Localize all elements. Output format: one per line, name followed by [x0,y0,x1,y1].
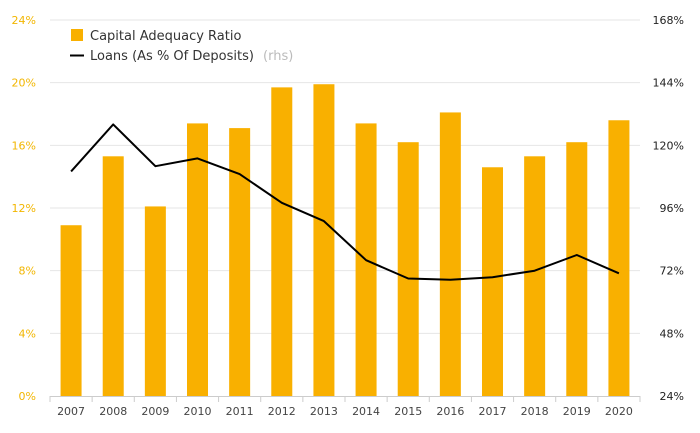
x-tick-label: 2007 [57,405,85,418]
legend-bar-label: Capital Adequacy Ratio [90,29,241,44]
bar-2017 [482,167,503,396]
legend-line-note: (rhs) [263,49,293,64]
y-left-tick-label: 12% [12,202,36,215]
line-layer [70,123,620,281]
y-left-tick-label: 8% [19,265,36,278]
legend-line-label: Loans (As % Of Deposits) [90,49,254,64]
x-tick-label: 2014 [352,405,380,418]
bar-2013 [313,84,335,396]
bar-2020 [608,120,630,397]
y-left-tick-label: 16% [12,139,36,152]
y-right-tick-label: 72% [660,265,684,278]
x-tick-label: 2013 [310,405,338,418]
bar-2011 [229,128,251,396]
y-right-tick-label: 24% [660,390,684,403]
x-tick-label: 2010 [184,405,212,418]
bar-2012 [271,87,293,396]
bar-2007 [60,225,82,396]
bar-2015 [397,142,419,396]
bar-2010 [187,123,208,397]
x-tick-label: 2018 [521,405,549,418]
y-left-tick-label: 24% [12,14,36,27]
legend-line-text: Loans (As % Of Deposits) (rhs) [90,45,293,64]
x-tick-label: 2016 [436,405,464,418]
x-tick-label: 2011 [226,405,254,418]
y-right-tick-label: 144% [653,77,684,90]
legend-bar-swatch [71,29,83,41]
bar-2009 [144,206,166,396]
x-tick-label: 2015 [394,405,422,418]
y-right-tick-label: 120% [653,139,684,152]
grid-layer [50,19,640,334]
y-right-tick-label: 168% [653,14,684,27]
y-left-tick-label: 20% [12,77,36,90]
axis-layer: 0% 4% 8% 12% 16% 20% 24% 24% 48% 72% 96% 120% 144% 16… [12,14,684,418]
x-tick-label: 2009 [141,405,169,418]
y-left-tick-label: 4% [19,327,36,340]
y-left-tick-label: 0% [19,390,36,403]
bar-layer [60,84,630,397]
y-right-tick-label: 48% [660,327,684,340]
y-right-tick-label: 96% [660,202,684,215]
x-tick-label: 2012 [268,405,296,418]
x-tick-label: 2008 [99,405,127,418]
x-tick-label: 2020 [605,405,633,418]
x-tick-label: 2019 [563,405,591,418]
loans-line [70,123,620,281]
bar-2018 [524,156,546,396]
bar-2019 [566,142,588,396]
bar-2016 [439,112,461,396]
legend: Capital Adequacy Ratio Loans (As % Of De… [70,29,293,64]
x-tick-label: 2017 [479,405,507,418]
bar-2008 [102,156,124,396]
